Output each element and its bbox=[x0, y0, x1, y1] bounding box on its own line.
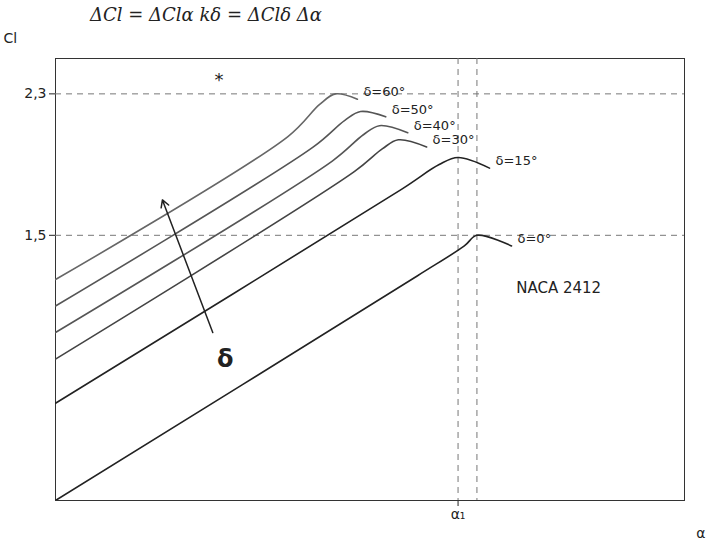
svg-text:Cl: Cl bbox=[4, 30, 18, 46]
svg-text:2,3: 2,3 bbox=[24, 85, 46, 101]
svg-text:δ=40°: δ=40° bbox=[414, 118, 456, 133]
svg-text:δ=60°: δ=60° bbox=[363, 84, 405, 99]
svg-text:*: * bbox=[215, 69, 224, 90]
html-text:ΔCl = ΔClα kδ = ΔClδ Δα: ΔCl = ΔClα kδ = ΔClδ Δα bbox=[90, 4, 322, 25]
svg-text:δ=30°: δ=30° bbox=[433, 132, 475, 147]
svg-text:δ: δ bbox=[217, 345, 234, 373]
svg-text:δ=0°: δ=0° bbox=[518, 231, 552, 246]
svg-text:NACA 2412: NACA 2412 bbox=[516, 279, 601, 297]
svg-text:α₁: α₁ bbox=[451, 506, 466, 522]
svg-text:δ=15°: δ=15° bbox=[496, 153, 538, 168]
svg-text:δ=50°: δ=50° bbox=[392, 102, 434, 117]
svg-text:α: α bbox=[696, 525, 705, 541]
svg-text:1,5: 1,5 bbox=[24, 227, 46, 243]
